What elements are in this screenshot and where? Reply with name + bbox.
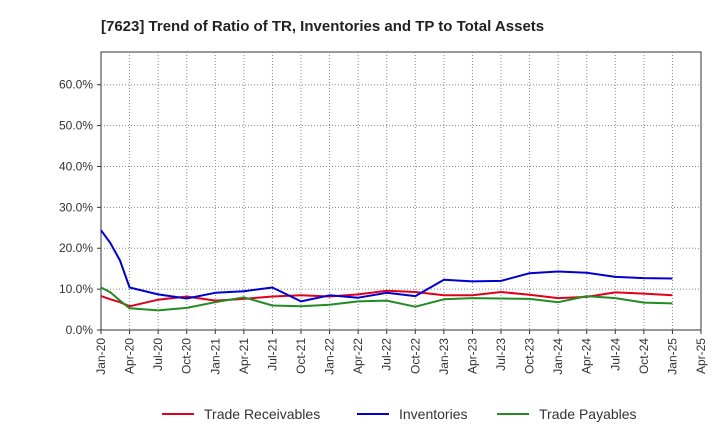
x-tick-label: Jan-21 bbox=[208, 338, 222, 375]
x-tick-label: Jan-24 bbox=[551, 338, 565, 375]
x-tick-label: Jan-20 bbox=[94, 338, 108, 375]
series-layer bbox=[100, 229, 673, 312]
x-tick-label: Jul-22 bbox=[380, 338, 394, 371]
x-tick-label: Apr-21 bbox=[237, 338, 251, 374]
legend-label-inventories: Inventories bbox=[399, 406, 467, 422]
y-tick-label: 10.0% bbox=[59, 282, 93, 296]
x-tick-label: Oct-21 bbox=[294, 338, 308, 374]
x-tick-label: Oct-22 bbox=[408, 338, 422, 374]
y-axis-ticks: 0.0% 10.0% 20.0% 30.0% 40.0% 50.0% 60.0% bbox=[59, 78, 101, 337]
y-tick-label: 30.0% bbox=[59, 200, 93, 214]
x-tick-label: Apr-24 bbox=[580, 338, 594, 374]
x-tick-label: Apr-25 bbox=[694, 338, 708, 374]
x-tick-label: Jan-25 bbox=[665, 338, 679, 375]
x-tick-label: Jan-22 bbox=[323, 338, 337, 375]
x-tick-label: Jul-23 bbox=[494, 338, 508, 371]
y-tick-label: 0.0% bbox=[66, 323, 94, 337]
x-tick-label: Jan-23 bbox=[437, 338, 451, 375]
plot-frame bbox=[100, 51, 702, 331]
x-tick-label: Jul-20 bbox=[151, 338, 165, 371]
plot-area bbox=[100, 51, 702, 331]
x-tick-label: Jul-21 bbox=[265, 338, 279, 371]
series-line-trade-payables bbox=[100, 286, 673, 312]
chart-title: [7623] Trend of Ratio of TR, Inventories… bbox=[101, 18, 544, 35]
y-tick-label: 20.0% bbox=[59, 241, 93, 255]
y-tick-label: 60.0% bbox=[59, 78, 93, 92]
series-line-inventories bbox=[100, 229, 673, 303]
y-tick-label: 40.0% bbox=[59, 159, 93, 173]
x-tick-label: Apr-22 bbox=[351, 338, 365, 374]
x-tick-label: Oct-20 bbox=[180, 338, 194, 374]
x-tick-label: Apr-23 bbox=[465, 338, 479, 374]
x-tick-label: Jul-24 bbox=[608, 338, 622, 371]
legend-label-trade-payables: Trade Payables bbox=[539, 406, 637, 422]
x-tick-label: Oct-24 bbox=[637, 338, 651, 374]
legend-label-trade-receivables: Trade Receivables bbox=[204, 406, 320, 422]
x-tick-label: Apr-20 bbox=[123, 338, 137, 374]
legend: Trade Receivables Inventories Trade Payabl… bbox=[162, 406, 637, 422]
y-tick-label: 50.0% bbox=[59, 119, 93, 133]
x-tick-label: Oct-23 bbox=[523, 338, 537, 374]
x-axis-ticks: Jan-20 Apr-20 Jul-20 Oct-20 Jan-21 Apr-21 Jul-… bbox=[94, 330, 708, 375]
series-line-trade-receivables bbox=[100, 289, 673, 308]
